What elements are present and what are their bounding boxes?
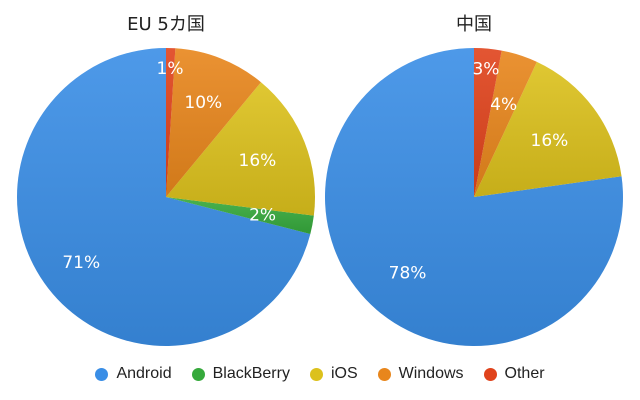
data-label-ios: 16% — [531, 131, 569, 151]
legend-label-other: Other — [504, 365, 545, 382]
chart-legend: Android BlackBerry iOS Windows Other — [0, 362, 640, 386]
legend-label-blackberry: BlackBerry — [212, 365, 290, 382]
pie-slice-shading — [474, 48, 502, 197]
data-label-ios: 16% — [239, 151, 277, 171]
pie-chart-china: 中国 78% 16% 4% 3% — [324, 14, 623, 347]
chart-title-eu5: EU 5カ国 — [127, 14, 205, 35]
pie-slice-shading — [474, 61, 622, 198]
legend-label-ios: iOS — [330, 365, 358, 382]
pie-slice-shading — [166, 197, 314, 235]
pie-slice-shading — [166, 48, 261, 197]
legend-marker-other — [483, 367, 497, 381]
data-label-other: 1% — [157, 59, 184, 79]
data-label-windows: 4% — [490, 95, 517, 115]
pie-slice-shading — [16, 48, 311, 346]
legend-label-android: Android — [116, 365, 172, 382]
pie-slice-shading — [166, 48, 176, 197]
legend-marker-windows — [377, 367, 391, 381]
data-label-blackberry: 2% — [249, 205, 276, 225]
pie-slice-shading — [324, 48, 623, 347]
legend-marker-ios — [309, 367, 323, 381]
pie-slice-shading — [474, 50, 537, 198]
legend-item-blackberry: BlackBerry — [191, 365, 290, 383]
legend-marker-blackberry — [191, 367, 205, 381]
pie-chart-eu5: EU 5カ国 71% 2% 16% 10%1% — [16, 14, 315, 346]
data-label-windows: 10% — [184, 93, 222, 113]
data-label-other: 3% — [472, 59, 499, 79]
legend-label-windows: Windows — [398, 365, 464, 382]
data-label-android: 78% — [389, 263, 427, 283]
pie-slice-shading — [166, 82, 315, 216]
legend-item-other: Other — [483, 365, 545, 383]
legend-marker-android — [95, 367, 109, 381]
data-label-android: 71% — [62, 253, 100, 273]
legend-item-ios: iOS — [309, 365, 358, 383]
legend-item-android: Android — [95, 365, 172, 383]
legend-item-windows: Windows — [377, 365, 464, 383]
chart-title-china: 中国 — [456, 14, 492, 35]
